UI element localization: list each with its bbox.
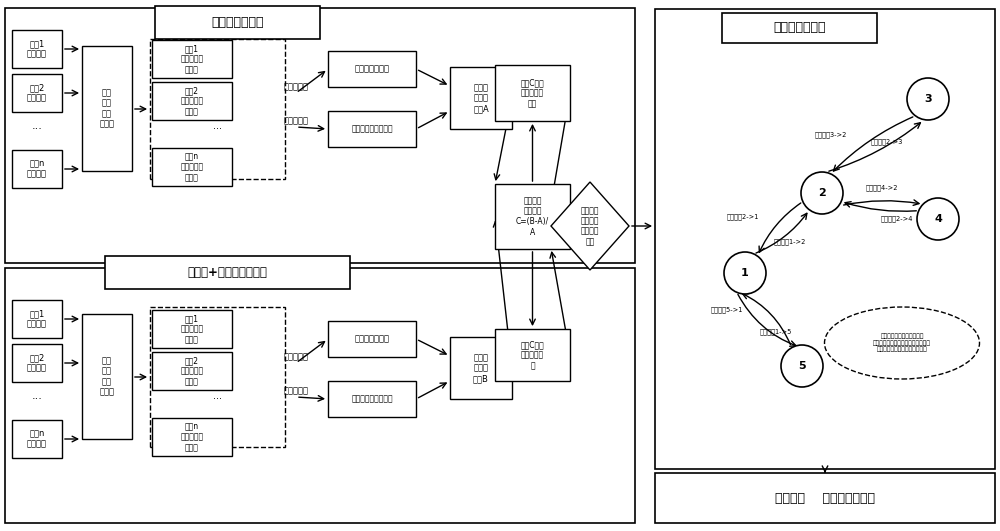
FancyBboxPatch shape (152, 40, 232, 78)
Text: 每个节点包含自信息熵差异
自信差异越大代表节点不确定性的增
大，该节点发生故障可能性越大: 每个节点包含自信息熵差异 自信差异越大代表节点不确定性的增 大，该节点发生故障可… (873, 333, 931, 352)
FancyBboxPatch shape (152, 82, 232, 120)
Text: 单序列输入: 单序列输入 (284, 82, 308, 91)
Text: 信息差儱5->1: 信息差儱5->1 (711, 306, 743, 313)
Text: 自信息熵计算器: 自信息熵计算器 (354, 64, 390, 73)
Text: 连续
时间
序列
离散化: 连续 时间 序列 离散化 (99, 88, 114, 129)
FancyBboxPatch shape (150, 39, 285, 179)
FancyBboxPatch shape (450, 67, 512, 129)
FancyBboxPatch shape (328, 51, 416, 87)
Text: 信息差儱3->2: 信息差儱3->2 (815, 132, 847, 138)
FancyBboxPatch shape (5, 8, 635, 263)
FancyBboxPatch shape (152, 310, 232, 348)
Circle shape (917, 198, 959, 240)
Text: 信息差儱2->1: 信息差儱2->1 (726, 213, 759, 220)
Text: 矩阵C对角
线元素归一
化: 矩阵C对角 线元素归一 化 (521, 340, 544, 370)
Text: 组件n
离散区间时
间序列: 组件n 离散区间时 间序列 (180, 152, 204, 182)
Text: 矩阵C非对
角线元素归
一化: 矩阵C非对 角线元素归 一化 (521, 78, 544, 108)
FancyBboxPatch shape (12, 420, 62, 458)
Text: 双序列输入: 双序列输入 (284, 387, 308, 396)
Text: 组件2
离散区间时
间序列: 组件2 离散区间时 间序列 (180, 86, 204, 116)
Text: 互信息传递熵计算器: 互信息传递熵计算器 (351, 124, 393, 133)
Text: 1: 1 (741, 268, 749, 278)
FancyBboxPatch shape (495, 329, 570, 381)
FancyBboxPatch shape (5, 268, 635, 523)
FancyBboxPatch shape (105, 256, 350, 289)
Circle shape (801, 172, 843, 214)
Text: 信息差异图模型: 信息差异图模型 (773, 21, 826, 35)
Text: 正常段时间序列: 正常段时间序列 (211, 16, 264, 29)
Text: 组件2
离散区间时
间序列: 组件2 离散区间时 间序列 (180, 356, 204, 386)
Text: 单序列输入: 单序列输入 (284, 353, 308, 362)
Text: 信息差儱1->5: 信息差儱1->5 (760, 328, 792, 335)
FancyBboxPatch shape (152, 352, 232, 390)
Text: 组件2
时间序列: 组件2 时间序列 (27, 83, 47, 102)
Text: 互信息传递熵计算器: 互信息传递熵计算器 (351, 395, 393, 404)
FancyBboxPatch shape (450, 337, 512, 399)
FancyBboxPatch shape (495, 184, 570, 249)
Text: 信息差儱2->3: 信息差儱2->3 (871, 139, 903, 145)
Text: 组件2
时间序列: 组件2 时间序列 (27, 353, 47, 373)
Text: 建立信息
差异矩阵
C=(B-A)/
A: 建立信息 差异矩阵 C=(B-A)/ A (516, 196, 549, 237)
Ellipse shape (824, 307, 980, 379)
FancyBboxPatch shape (655, 473, 995, 523)
Text: 3: 3 (924, 94, 932, 104)
FancyBboxPatch shape (12, 150, 62, 188)
FancyBboxPatch shape (12, 74, 62, 112)
Circle shape (907, 78, 949, 120)
Text: 建立信
息相关
矩阵A: 建立信 息相关 矩阵A (473, 83, 489, 113)
FancyBboxPatch shape (495, 65, 570, 121)
FancyBboxPatch shape (82, 46, 132, 171)
Text: 组件n
离散区间时
间序列: 组件n 离散区间时 间序列 (180, 422, 204, 452)
FancyBboxPatch shape (328, 111, 416, 147)
Text: 信息差儱1->2: 信息差儱1->2 (773, 238, 806, 245)
Text: 建立信
息相关
矩阵B: 建立信 息相关 矩阵B (473, 353, 489, 383)
Text: 判断矩阵
元素是否
超过设定
阈値: 判断矩阵 元素是否 超过设定 阈値 (581, 206, 599, 246)
Text: 信息差儱4->2: 信息差儱4->2 (866, 185, 898, 191)
Text: 4: 4 (934, 214, 942, 224)
Text: 组件1
时间序列: 组件1 时间序列 (27, 39, 47, 59)
Text: 组件1
离散区间时
间序列: 组件1 离散区间时 间序列 (180, 44, 204, 74)
FancyBboxPatch shape (152, 418, 232, 456)
Text: ...: ... (32, 391, 42, 401)
Text: 信息差儱2->4: 信息差儱2->4 (881, 216, 913, 222)
FancyBboxPatch shape (328, 381, 416, 417)
FancyBboxPatch shape (155, 6, 320, 39)
FancyBboxPatch shape (12, 300, 62, 338)
FancyBboxPatch shape (82, 314, 132, 439)
Text: 5: 5 (798, 361, 806, 371)
Text: 组件1
离散区间时
间序列: 组件1 离散区间时 间序列 (180, 314, 204, 344)
Text: 组件1
时间序列: 组件1 时间序列 (27, 309, 47, 329)
FancyBboxPatch shape (150, 307, 285, 447)
Text: 连续
时间
序列
离散化: 连续 时间 序列 离散化 (99, 356, 114, 397)
Text: ...: ... (213, 391, 222, 401)
Text: ...: ... (32, 121, 42, 131)
Text: 组件n
时间序列: 组件n 时间序列 (27, 159, 47, 179)
Polygon shape (551, 182, 629, 270)
FancyBboxPatch shape (722, 13, 877, 43)
Text: 自信息熵计算器: 自信息熵计算器 (354, 335, 390, 344)
Text: 特征拟合    故障备选集排序: 特征拟合 故障备选集排序 (775, 492, 875, 504)
Text: 2: 2 (818, 188, 826, 198)
Text: ...: ... (213, 121, 222, 131)
Circle shape (724, 252, 766, 294)
FancyBboxPatch shape (655, 9, 995, 469)
Text: 组件n
时间序列: 组件n 时间序列 (27, 429, 47, 449)
Text: 正常段+告警段时间序列: 正常段+告警段时间序列 (188, 266, 267, 279)
FancyBboxPatch shape (152, 148, 232, 186)
Text: 双序列输入: 双序列输入 (284, 116, 308, 125)
FancyBboxPatch shape (12, 30, 62, 68)
Circle shape (781, 345, 823, 387)
FancyBboxPatch shape (328, 321, 416, 357)
FancyBboxPatch shape (12, 344, 62, 382)
